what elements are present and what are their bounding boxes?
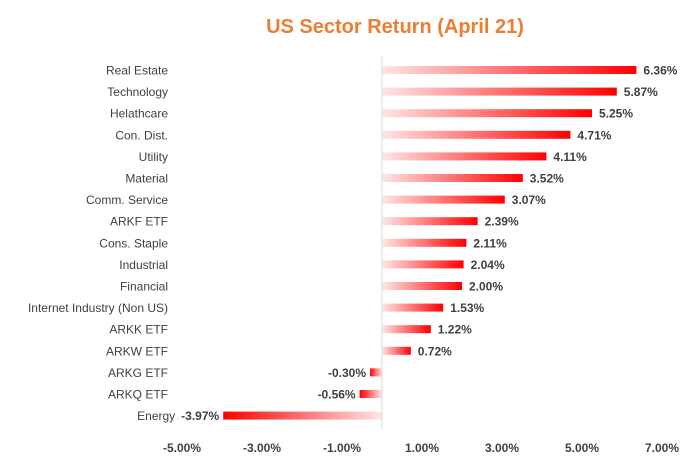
bar — [382, 238, 467, 247]
value-label: 3.07% — [512, 193, 546, 207]
category-label: Helathcare — [110, 107, 168, 121]
x-tick-label: -5.00% — [163, 441, 201, 455]
bar — [382, 66, 637, 74]
chart-title: US Sector Return (April 21) — [266, 16, 524, 38]
category-label: Internet Industry (Non US) — [28, 301, 168, 315]
bar — [382, 130, 571, 139]
x-tick-label: 5.00% — [565, 441, 599, 455]
x-axis-ticks: -5.00% -3.00% -1.00% 1.00% 3.00% 5.00% 7.00% — [163, 441, 679, 455]
bar — [382, 260, 464, 269]
bar — [382, 109, 592, 118]
value-label: 1.22% — [438, 323, 472, 337]
bar — [382, 174, 523, 182]
bars-group: 6.36% Real Estate 5.87% Technology 5.25% Hela… — [28, 64, 678, 424]
category-label: Con. Dist. — [115, 128, 168, 142]
category-label: Industrial — [119, 258, 168, 272]
category-label: ARKF ETF — [110, 215, 168, 229]
x-tick-label: -1.00% — [323, 441, 361, 455]
bar — [382, 303, 444, 312]
bar — [382, 152, 547, 161]
category-label: Comm. Service — [86, 193, 168, 207]
bar — [382, 346, 411, 355]
value-label: 6.36% — [643, 64, 677, 78]
bar — [382, 325, 431, 334]
value-label: 5.25% — [599, 107, 633, 121]
category-label: Cons. Staple — [99, 236, 168, 250]
bar — [359, 390, 382, 398]
category-label: Technology — [107, 85, 168, 99]
x-tick-label: 7.00% — [645, 441, 679, 455]
value-label: 4.71% — [577, 128, 611, 142]
category-label: ARKK ETF — [109, 323, 168, 337]
x-tick-label: 3.00% — [485, 441, 519, 455]
value-label: 2.00% — [469, 280, 503, 294]
value-label: 2.11% — [473, 236, 507, 250]
category-label: Real Estate — [106, 64, 168, 78]
x-tick-label: 1.00% — [405, 441, 439, 455]
bar — [370, 368, 382, 377]
value-label: 5.87% — [624, 85, 658, 99]
value-label: 4.11% — [553, 150, 587, 164]
value-label: 1.53% — [450, 301, 484, 315]
category-label: Utility — [139, 150, 168, 164]
value-label: -0.56% — [318, 388, 356, 402]
bar — [382, 87, 617, 96]
category-label: Energy — [137, 409, 175, 423]
category-label: Material — [125, 172, 168, 186]
bar — [382, 195, 505, 204]
bar — [382, 217, 478, 226]
category-label: ARKQ ETF — [108, 388, 168, 402]
value-label: -0.30% — [328, 366, 366, 380]
category-label: ARKW ETF — [106, 344, 168, 358]
x-tick-label: -3.00% — [243, 441, 281, 455]
category-label: ARKG ETF — [108, 366, 168, 380]
value-label: 2.04% — [471, 258, 505, 272]
value-label: -3.97% — [181, 409, 219, 423]
bar — [382, 282, 462, 290]
value-label: 3.52% — [530, 172, 564, 186]
category-label: Financial — [120, 280, 168, 294]
value-label: 0.72% — [418, 344, 452, 358]
bar — [223, 411, 382, 420]
value-label: 2.39% — [485, 215, 519, 229]
